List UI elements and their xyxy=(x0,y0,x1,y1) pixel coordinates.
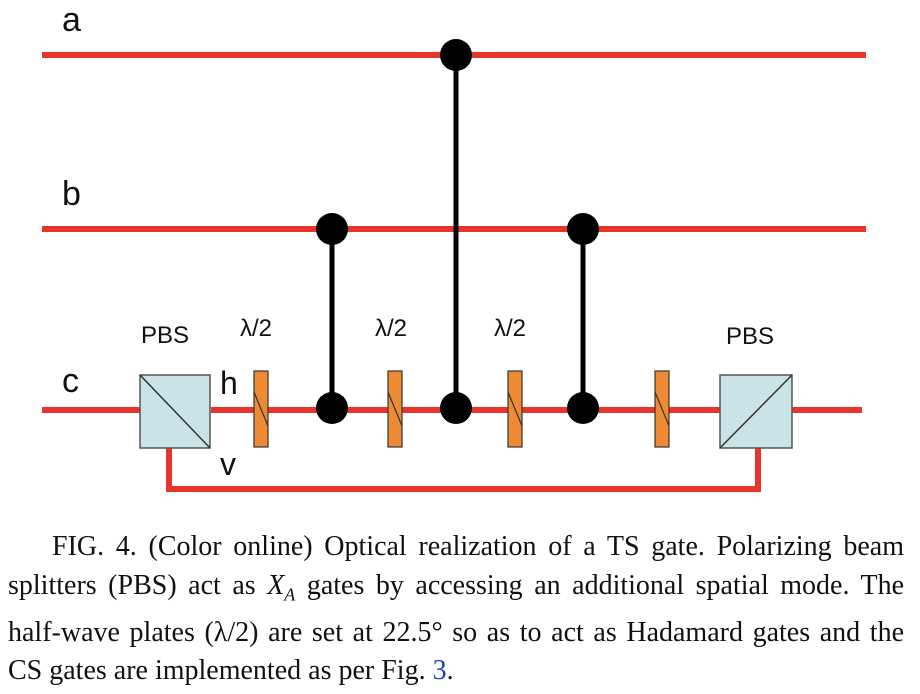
figure-reference-link[interactable]: 3 xyxy=(432,655,447,687)
cs-gate-a-c xyxy=(440,39,472,424)
v-mode-path xyxy=(166,448,761,492)
caption-text-part1: FIG. 4. (Color online) Optical realizati… xyxy=(8,531,904,601)
v-mode-label: v xyxy=(220,446,236,482)
xa-subscript: A xyxy=(284,584,296,605)
figure-caption: FIG. 4. (Color online) Optical realizati… xyxy=(8,528,904,691)
half-wave-plate-label-3: λ/2 xyxy=(494,315,526,342)
pbs-right-label: PBS xyxy=(726,323,774,350)
half-wave-plate-2 xyxy=(387,370,403,448)
rail-label-c: c xyxy=(62,362,79,400)
rail-label-b: b xyxy=(62,175,81,213)
h-mode-label: h xyxy=(220,365,238,401)
half-wave-plate-3 xyxy=(507,370,523,448)
half-wave-plate-4 xyxy=(654,370,670,448)
half-wave-plate-label-2: λ/2 xyxy=(375,315,407,342)
half-wave-plate-1 xyxy=(253,370,269,448)
xa-gate-symbol: XA xyxy=(267,569,296,605)
cs-gate-b-c-second xyxy=(567,213,599,424)
pbs-left-label: PBS xyxy=(141,322,189,349)
pbs-left xyxy=(139,374,211,449)
pbs-right xyxy=(719,374,793,449)
optical-circuit-diagram: a b c PBS PBS h v λ/2 λ/2 λ/2 xyxy=(42,1,866,492)
cs-gate-b-c-first xyxy=(316,213,348,424)
rail-label-a: a xyxy=(62,1,81,39)
caption-text-part2: gates by accessing an additional spatial… xyxy=(8,569,905,687)
caption-text-part3: . xyxy=(446,655,454,687)
half-wave-plate-label-1: λ/2 xyxy=(240,315,272,342)
xa-base: X xyxy=(267,569,285,601)
